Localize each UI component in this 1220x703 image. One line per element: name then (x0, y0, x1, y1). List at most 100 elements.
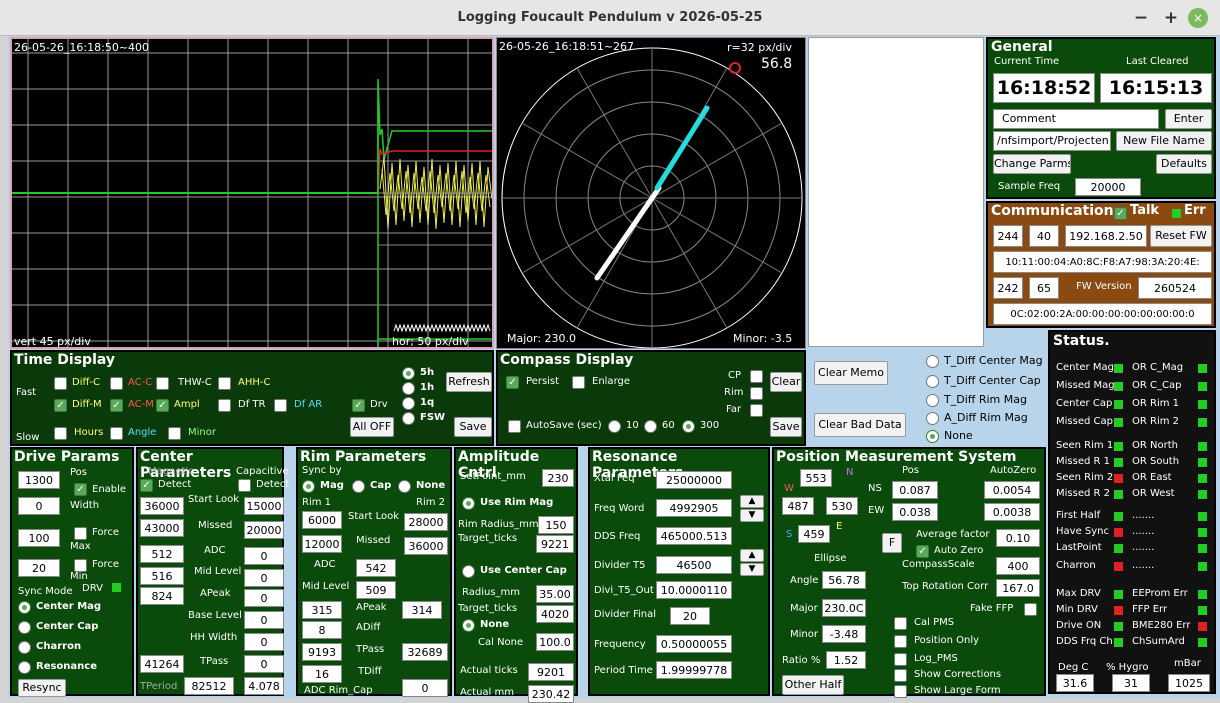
path-input[interactable]: /nfsimport/Projecten (993, 131, 1111, 151)
df-ar-checkbox[interactable] (274, 399, 287, 412)
log-pms-checkbox[interactable] (894, 653, 907, 666)
change-parms-button[interactable]: Change Parms (993, 154, 1071, 174)
cal-pms-checkbox[interactable] (894, 617, 907, 630)
df-tr-checkbox[interactable] (218, 399, 231, 412)
diff-c-checkbox[interactable] (54, 377, 67, 390)
setpoint-input[interactable]: 230 (542, 469, 574, 487)
rim-checkbox[interactable] (750, 387, 763, 400)
center-mag-start[interactable]: 36000 (140, 497, 184, 515)
sync-resonance-radio[interactable] (18, 661, 31, 674)
sync-center-cap-radio[interactable] (18, 621, 31, 634)
time-display-save-button[interactable]: Save (454, 417, 492, 437)
ac-m-checkbox[interactable]: ✓ (110, 399, 123, 412)
cal-none-input[interactable]: 100.0 (536, 633, 574, 651)
minimize-button[interactable]: − (1133, 8, 1149, 28)
autosave-10-radio[interactable] (608, 420, 621, 433)
drive-enable-checkbox[interactable]: ✓ (74, 483, 87, 496)
ip-address[interactable]: 192.168.2.50 (1065, 225, 1147, 247)
persist-checkbox[interactable]: ✓ (506, 376, 519, 389)
refresh-button[interactable]: Refresh (446, 372, 492, 392)
show-large-form-checkbox[interactable] (894, 685, 907, 698)
magnetic-detect-checkbox[interactable]: ✓ (140, 479, 153, 492)
hours-checkbox[interactable] (54, 427, 67, 440)
rim1-start-look[interactable]: 6000 (302, 511, 342, 529)
center-cap-start[interactable]: 15000 (244, 497, 284, 515)
force-min-input[interactable]: 20 (18, 559, 60, 577)
tdiff-rim-mag-radio[interactable] (926, 394, 939, 407)
adiff-rim-mag-radio[interactable] (926, 412, 939, 425)
rim-sync-none-radio[interactable] (398, 480, 411, 493)
f-button[interactable]: F (882, 533, 902, 553)
enter-button[interactable]: Enter (1165, 109, 1212, 129)
use-center-cap-radio[interactable] (462, 565, 475, 578)
top-rotation-input[interactable]: 167.0 (996, 579, 1040, 597)
resync-button[interactable]: Resync (18, 679, 66, 697)
tdiff-center-mag-radio[interactable] (926, 355, 939, 368)
position-only-checkbox[interactable] (894, 635, 907, 648)
range-5h-radio[interactable] (402, 367, 415, 380)
rim2-missed[interactable]: 36000 (404, 537, 448, 555)
thw-c-checkbox[interactable] (156, 377, 169, 390)
comment-input[interactable]: Comment (993, 109, 1159, 129)
memo-area[interactable] (808, 37, 984, 347)
angle-checkbox[interactable] (110, 427, 123, 440)
drv-checkbox[interactable]: ✓ (352, 399, 365, 412)
compass-scale-input[interactable]: 400 (996, 557, 1040, 575)
force-max-checkbox[interactable] (74, 527, 87, 540)
autosave-60-radio[interactable] (644, 420, 657, 433)
close-button[interactable]: × (1188, 8, 1208, 28)
ac-c-checkbox[interactable] (110, 377, 123, 390)
ampl-checkbox[interactable]: ✓ (156, 399, 169, 412)
force-min-checkbox[interactable] (74, 559, 87, 572)
xtal-input[interactable]: 25000000 (656, 471, 732, 489)
far-checkbox[interactable] (750, 404, 763, 417)
avg-factor-input[interactable]: 0.10 (996, 529, 1040, 547)
enlarge-checkbox[interactable] (572, 376, 585, 389)
amp-none-radio[interactable] (462, 619, 475, 632)
auto-zero-checkbox[interactable]: ✓ (916, 545, 929, 558)
drive-pos-input[interactable]: 1300 (18, 471, 60, 489)
clear-memo-button[interactable]: Clear Memo (814, 361, 888, 385)
rim1-missed[interactable]: 12000 (302, 535, 342, 553)
autosave-300-radio[interactable] (682, 420, 695, 433)
other-half-button[interactable]: Other Half (782, 675, 844, 695)
range-1h-radio[interactable] (402, 382, 415, 395)
tdiff-none-radio[interactable] (926, 430, 939, 443)
autosave-checkbox[interactable] (508, 420, 521, 433)
sync-charron-radio[interactable] (18, 641, 31, 654)
new-file-name-button[interactable]: New File Name (1116, 131, 1212, 151)
freq-word-up-button[interactable]: ▲ (740, 495, 764, 508)
reset-fw-button[interactable]: Reset FW (1150, 225, 1212, 247)
rim2-start-look[interactable]: 28000 (404, 513, 448, 531)
cp-checkbox[interactable] (750, 370, 763, 383)
compass-clear-button[interactable]: Clear (770, 372, 802, 392)
use-rim-mag-radio[interactable] (462, 497, 475, 510)
rim-sync-cap-radio[interactable] (352, 480, 365, 493)
sample-freq-input[interactable]: 20000 (1075, 178, 1141, 196)
minor-checkbox[interactable] (168, 427, 181, 440)
diff-m-checkbox[interactable]: ✓ (54, 399, 67, 412)
ahh-c-checkbox[interactable] (218, 377, 231, 390)
range-fsw-radio[interactable] (402, 412, 415, 425)
capacitive-detect-checkbox[interactable] (238, 479, 251, 492)
freq-word-down-button[interactable]: ▼ (740, 509, 764, 522)
drive-width-input[interactable]: 0 (18, 497, 60, 515)
talk-checkbox[interactable]: ✓ (1114, 207, 1127, 220)
radius-input[interactable]: 35.00 (536, 585, 574, 603)
show-corrections-checkbox[interactable] (894, 669, 907, 682)
clear-bad-data-button[interactable]: Clear Bad Data (814, 413, 906, 437)
maximize-button[interactable]: + (1163, 8, 1179, 28)
range-1q-radio[interactable] (402, 397, 415, 410)
divider-up-button[interactable]: ▲ (740, 549, 764, 562)
all-off-button[interactable]: All OFF (350, 417, 394, 437)
compass-save-button[interactable]: Save (770, 417, 802, 437)
sync-center-mag-radio[interactable] (18, 601, 31, 614)
rim-radius-input[interactable]: 150 (538, 516, 574, 534)
fake-ffp-checkbox[interactable] (1024, 603, 1037, 616)
tdiff-center-cap-radio[interactable] (926, 375, 939, 388)
rim-sync-mag-radio[interactable] (302, 480, 315, 493)
defaults-button[interactable]: Defaults (1156, 154, 1212, 174)
center-mag-missed[interactable]: 43000 (140, 519, 184, 537)
divider-down-button[interactable]: ▼ (740, 563, 764, 576)
center-cap-missed[interactable]: 20000 (244, 521, 284, 539)
